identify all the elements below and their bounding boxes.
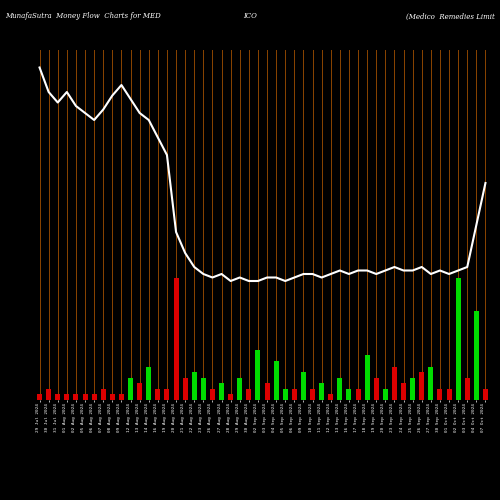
Bar [383,389,388,400]
Bar [456,278,460,400]
Bar [156,389,160,400]
Bar [338,378,342,400]
Bar [256,350,260,400]
Bar [246,389,252,400]
Bar [428,366,434,400]
Bar [64,394,70,400]
Bar [438,389,442,400]
Bar [237,378,242,400]
Bar [192,372,197,400]
Bar [110,394,115,400]
Bar [146,366,152,400]
Bar [46,389,51,400]
Bar [419,372,424,400]
Bar [374,378,379,400]
Bar [37,394,42,400]
Bar [128,378,133,400]
Bar [292,389,297,400]
Bar [55,394,60,400]
Bar [364,356,370,400]
Bar [264,384,270,400]
Bar [201,378,206,400]
Bar [356,389,360,400]
Bar [310,389,315,400]
Bar [210,389,215,400]
Bar [474,311,479,400]
Bar [219,384,224,400]
Bar [274,361,278,400]
Bar [410,378,415,400]
Bar [82,394,87,400]
Bar [74,394,78,400]
Bar [464,378,470,400]
Bar [319,384,324,400]
Text: MunafaSutra  Money Flow  Charts for MED: MunafaSutra Money Flow Charts for MED [5,12,161,20]
Bar [446,389,452,400]
Bar [483,389,488,400]
Bar [328,394,334,400]
Bar [392,366,397,400]
Bar [282,389,288,400]
Text: ICO: ICO [243,12,257,20]
Bar [401,384,406,400]
Bar [164,389,170,400]
Bar [174,278,178,400]
Bar [346,389,352,400]
Bar [182,378,188,400]
Text: (Medico  Remedies Limit: (Medico Remedies Limit [406,12,495,20]
Bar [100,389,106,400]
Bar [92,394,96,400]
Bar [137,384,142,400]
Bar [119,394,124,400]
Bar [228,394,233,400]
Bar [301,372,306,400]
